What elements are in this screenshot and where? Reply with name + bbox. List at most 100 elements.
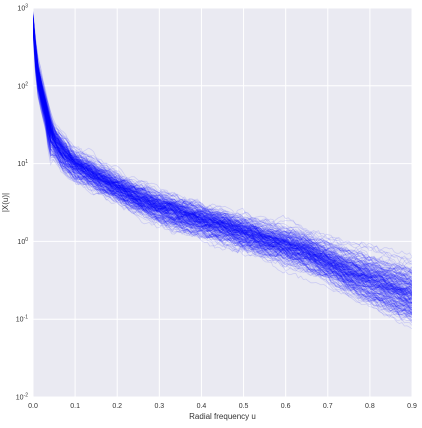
y-tick-label: 101 (17, 159, 28, 168)
spectrum-line (33, 25, 412, 310)
spectrum-line (33, 17, 412, 280)
spectrum-line (33, 20, 412, 304)
spectrum-line (33, 21, 412, 305)
spectrum-line (33, 32, 412, 323)
spectrum-line (33, 16, 412, 278)
spectrum-line (33, 21, 412, 314)
spectrum-line (33, 15, 412, 276)
spectrum-line (33, 16, 412, 278)
spectrum-line (33, 16, 412, 295)
spectrum-line (33, 20, 412, 296)
spectrum-line (33, 21, 412, 296)
spectrum-line (33, 19, 412, 283)
spectrum-line (33, 20, 412, 283)
spectrum-line (33, 26, 412, 315)
spectrum-line (33, 19, 412, 284)
spectrum-line (33, 18, 412, 289)
spectrum-line (33, 18, 412, 292)
spectrum-line (33, 19, 412, 297)
spectrum-line (33, 21, 412, 286)
spectrum-line (33, 20, 412, 285)
spectrum-line (33, 22, 412, 309)
spectrum-line (33, 16, 412, 301)
spectrum-line (33, 24, 412, 312)
plot-background (33, 8, 412, 397)
spectrum-line (33, 26, 412, 315)
spectrum-line (33, 15, 412, 295)
spectrum-line (33, 15, 412, 278)
spectrum-line (33, 20, 412, 293)
spectrum-line (33, 23, 412, 300)
spectrum-line (33, 11, 412, 260)
x-tick-label: 0.2 (112, 403, 122, 410)
spectrum-line (33, 19, 412, 286)
spectrum-line (33, 19, 412, 290)
x-tick-label: 0.6 (281, 403, 291, 410)
x-tick-label: 0.7 (323, 403, 333, 410)
spectrum-line (33, 16, 412, 274)
spectrum-line (33, 15, 412, 267)
spectrum-line (33, 25, 412, 318)
x-tick-label: 0.8 (365, 403, 375, 410)
y-tick-label: 10-1 (16, 315, 28, 324)
spectrum-line (33, 18, 412, 286)
spectrum-line (33, 18, 412, 296)
spectrum-line (33, 21, 412, 301)
spectrum-line (33, 28, 412, 308)
spectrum-line (33, 19, 412, 286)
spectrum-line (33, 15, 412, 289)
spectrum-line (33, 19, 412, 281)
spectrum-line (33, 19, 412, 288)
x-tick-label: 0.1 (70, 403, 80, 410)
spectrum-line (33, 17, 412, 285)
spectrum-line (33, 27, 412, 314)
spectrum-line (33, 19, 412, 299)
spectrum-line (33, 17, 412, 282)
spectrum-line (33, 20, 412, 302)
y-axis-label: |X(u)| (1, 193, 10, 212)
spectrum-line (33, 19, 412, 293)
spectrum-line (33, 29, 412, 316)
spectrum-line (33, 18, 412, 298)
spectrum-line (33, 19, 412, 297)
spectrum-line (33, 16, 412, 282)
x-axis-label: Radial frequency u (189, 412, 256, 421)
spectrum-line (33, 18, 412, 293)
spectrum-line (33, 18, 412, 293)
spectrum-line (33, 19, 412, 295)
spectrum-line (33, 23, 412, 313)
spectrum-line (33, 16, 412, 295)
spectrum-line (33, 25, 412, 316)
spectrum-line (33, 18, 412, 277)
spectrum-line (33, 16, 412, 295)
spectrum-line (33, 29, 412, 318)
spectrum-line (33, 23, 412, 296)
spectrum-line (33, 22, 412, 293)
spectrum-line (33, 16, 412, 296)
spectrum-line (33, 13, 412, 276)
spectrum-line (33, 14, 412, 275)
spectrum-line (33, 16, 412, 276)
spectrum-line (33, 14, 412, 272)
spectrum-line (33, 16, 412, 276)
spectrum-line (33, 20, 412, 297)
spectrum-line (33, 28, 412, 311)
spectrum-line (33, 11, 412, 273)
spectrum-line (33, 29, 412, 311)
spectrum-line (33, 16, 412, 278)
spectrum-line (33, 22, 412, 300)
x-tick-label: 0.3 (154, 403, 164, 410)
spectrum-line (33, 29, 412, 324)
y-tick-label: 100 (17, 237, 28, 246)
spectrum-line (33, 16, 412, 286)
spectrum-line (33, 17, 412, 272)
spectrum-line (33, 18, 412, 292)
spectrum-line (33, 19, 412, 293)
spectrum-line (33, 23, 412, 306)
spectrum-line (33, 20, 412, 300)
spectrum-line (33, 26, 412, 313)
spectrum-line (33, 22, 412, 305)
spectrum-line (33, 16, 412, 286)
spectrum-line (33, 16, 412, 294)
